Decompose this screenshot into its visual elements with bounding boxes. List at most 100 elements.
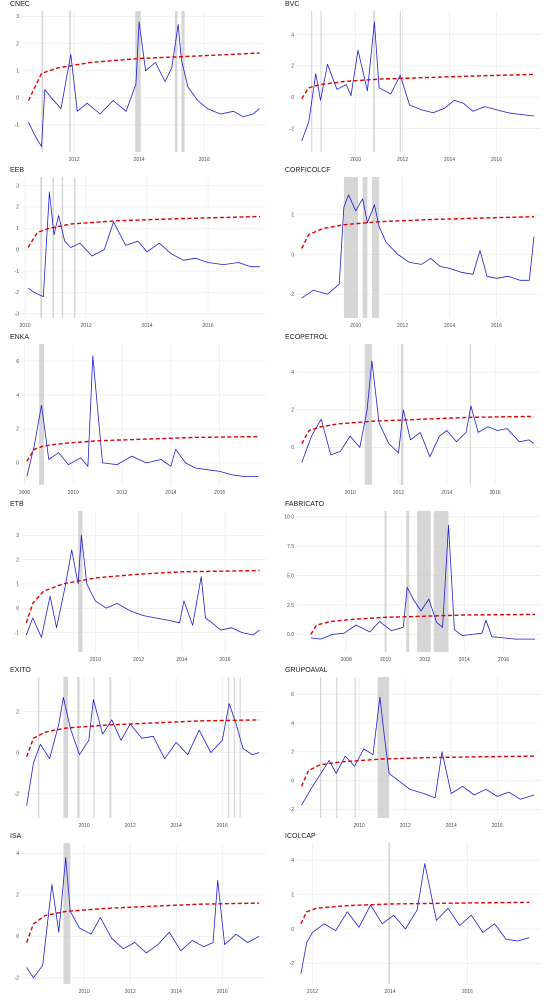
- shaded-period: [372, 177, 380, 318]
- chart-svg: 2010 2012 2014 2016 -2 0 2 4: [15, 843, 266, 995]
- x-tick-label: 2010: [380, 657, 391, 663]
- panel-title: CORFICOLCF: [285, 167, 331, 174]
- y-tick-label: -2: [290, 292, 295, 298]
- plot-area: [22, 511, 266, 652]
- panel-title: ECOPETROL: [285, 334, 329, 341]
- shaded-period: [336, 677, 338, 818]
- x-tick-label: 2014: [176, 657, 187, 663]
- y-tick-label: 2: [16, 710, 19, 716]
- y-tick-label: 7.5: [287, 544, 294, 550]
- plot-area: [297, 344, 541, 485]
- y-tick-label: 2: [16, 205, 19, 211]
- y-tick-label: 4: [16, 851, 19, 857]
- panel-title: BVC: [285, 1, 300, 8]
- y-tick-label: 0: [16, 934, 19, 940]
- shaded-period: [239, 677, 241, 818]
- chart-panel: ECOPETROL 2010 2012 2014 2016 0 2 4: [277, 333, 547, 499]
- shaded-period: [433, 511, 449, 652]
- threshold-line: [25, 902, 260, 943]
- y-tick-label: 4: [291, 721, 294, 727]
- threshold-line: [25, 719, 260, 757]
- y-tick-label: -2: [15, 791, 20, 797]
- x-tick-label: 2010: [354, 823, 365, 829]
- panel-title: EXITO: [10, 667, 31, 674]
- series-line: [301, 696, 535, 806]
- y-tick-label: 0: [16, 750, 19, 756]
- shaded-period: [39, 344, 44, 485]
- y-tick-label: 1: [16, 68, 19, 74]
- threshold-line: [26, 435, 259, 462]
- series-line: [310, 524, 536, 640]
- chart-panel: FABRICATO 2008 2010 2012 2014 2016 0.0 2.5 5.0 7…: [277, 500, 547, 666]
- x-tick-label: 2014: [384, 989, 395, 995]
- chart-svg: 2010 2012 2014 2016 -2 0 2: [15, 677, 266, 829]
- shaded-period: [377, 677, 390, 818]
- shaded-period: [320, 11, 322, 152]
- y-tick-label: -2: [290, 126, 295, 132]
- shaded-period: [364, 344, 372, 485]
- y-tick-label: 4: [291, 370, 294, 376]
- y-tick-label: -2: [15, 976, 20, 982]
- threshold-line: [25, 569, 260, 624]
- x-tick-label: 2012: [125, 989, 136, 995]
- shaded-period: [354, 677, 356, 818]
- x-tick-label: 2012: [307, 989, 318, 995]
- shaded-period: [228, 677, 230, 818]
- threshold-line: [301, 415, 534, 444]
- chart-panel: ISA 2010 2012 2014 2016 -2 0 2 4: [2, 832, 272, 998]
- shaded-period: [388, 843, 390, 984]
- chart-panel: EXITO 2010 2012 2014 2016 -2 0 2: [2, 666, 272, 832]
- x-tick-label: 2014: [446, 823, 457, 829]
- y-tick-label: -1: [15, 123, 20, 129]
- shaded-period: [373, 11, 375, 152]
- x-tick-label: 2012: [400, 823, 411, 829]
- plot-area: [297, 677, 541, 818]
- plot-area: [22, 11, 266, 152]
- x-tick-label: 2014: [165, 490, 176, 496]
- y-tick-label: 0: [291, 252, 294, 258]
- series-line: [25, 534, 260, 638]
- chart-svg: 2010 2012 2014 2016 -3 -2 -1 0 1 2 3: [15, 177, 266, 329]
- chart-panel: CORFICOLCF 2010 2012 2014 2016 -2 0 2: [277, 166, 547, 332]
- shaded-period: [135, 11, 141, 152]
- threshold-line: [27, 52, 260, 101]
- y-tick-label: 1: [16, 582, 19, 588]
- y-tick-label: 3: [16, 533, 19, 539]
- plot-area: [297, 177, 541, 318]
- y-tick-label: 2.5: [287, 603, 294, 609]
- y-tick-label: 1: [16, 226, 19, 232]
- shaded-period: [343, 177, 358, 318]
- x-tick-label: 2010: [79, 989, 90, 995]
- y-tick-label: 4: [16, 393, 19, 399]
- y-tick-label: 2: [16, 893, 19, 899]
- x-tick-label: 2008: [19, 490, 30, 496]
- y-tick-label: -3: [15, 312, 20, 318]
- plot-area: [22, 677, 266, 818]
- x-tick-label: 2010: [79, 823, 90, 829]
- chart-svg: 2010 2012 2014 2016 0 2 4: [291, 344, 541, 496]
- shaded-period: [63, 843, 71, 984]
- shaded-period: [320, 677, 322, 818]
- shaded-period: [63, 677, 69, 818]
- x-tick-label: 2016: [492, 823, 503, 829]
- shaded-period: [78, 511, 83, 652]
- x-tick-label: 2016: [498, 657, 509, 663]
- shaded-period: [40, 177, 43, 318]
- chart-svg: 2012 2014 2016 -2 0 2 4: [290, 843, 541, 995]
- y-tick-label: 2: [291, 750, 294, 756]
- shaded-period: [52, 177, 55, 318]
- y-tick-label: 3: [16, 183, 19, 189]
- y-tick-label: 6: [291, 692, 294, 698]
- y-tick-label: 2: [291, 408, 294, 414]
- x-tick-label: 2016: [219, 657, 230, 663]
- shaded-period: [399, 11, 401, 152]
- plot-area: [22, 344, 266, 485]
- x-tick-label: 2012: [68, 157, 79, 163]
- shaded-period: [181, 11, 185, 152]
- x-tick-label: 2010: [350, 157, 361, 163]
- plot-area: [22, 843, 266, 984]
- shaded-period: [41, 11, 44, 152]
- y-tick-label: 2: [16, 427, 19, 433]
- y-tick-label: 4: [291, 32, 294, 38]
